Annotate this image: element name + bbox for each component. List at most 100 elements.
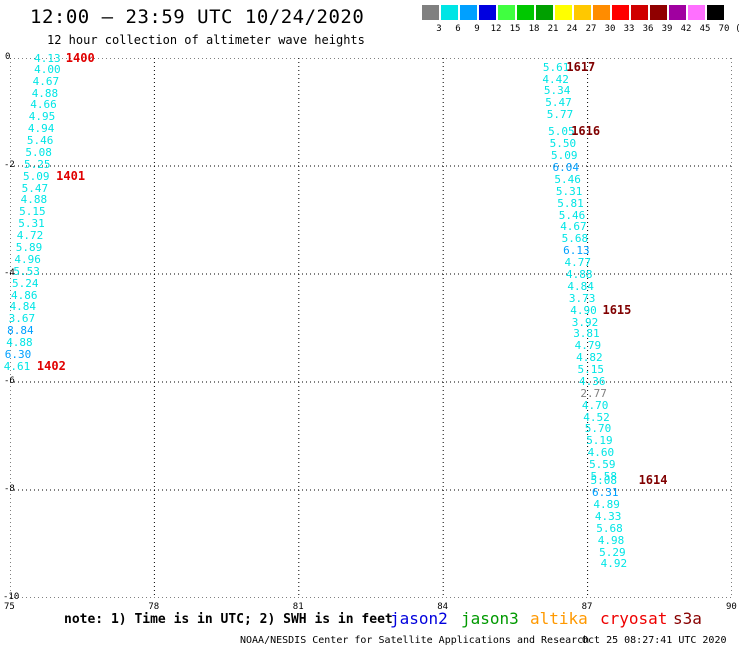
satellite-cryosat: cryosat — [600, 609, 668, 628]
wave-height-value: 3.67 — [8, 312, 36, 326]
legend-swatch — [574, 5, 591, 20]
map-title: 12:00 – 23:59 UTC 10/24/2020 — [30, 6, 365, 28]
legend-swatch — [536, 5, 553, 20]
wave-height-value: 4.95 — [28, 110, 56, 124]
wave-height-value: 5.68 — [561, 232, 589, 246]
wave-height-value: 8.84 — [7, 324, 34, 338]
wave-height-value: 4.88 — [20, 193, 48, 207]
wave-height-value: 4.89 — [593, 498, 620, 512]
pass-time-label: 1615 — [602, 302, 632, 317]
wave-height-value: 4.88 — [565, 268, 593, 281]
wave-height-value: 4.77 — [564, 256, 592, 270]
wave-height-value: 5.68 — [596, 521, 623, 535]
wave-height-value: 5.47 — [21, 181, 49, 195]
map-grid — [9, 57, 733, 599]
wave-height-value: 5.25 — [23, 157, 51, 171]
legend-bin-label: 30 — [604, 24, 616, 34]
legend-swatch — [688, 5, 705, 20]
wave-height-value: 6.13 — [563, 244, 590, 258]
wave-height-value: 5.46 — [26, 134, 54, 148]
map-subtitle: 12 hour collection of altimeter wave hei… — [47, 33, 365, 47]
wave-height-value: 4.92 — [600, 557, 628, 571]
wave-height-value: 4.72 — [16, 229, 44, 243]
legend-bin-label: 3 — [436, 24, 442, 34]
legend-swatch — [669, 5, 686, 20]
wave-height-value: 5.19 — [586, 434, 613, 448]
legend-swatch — [498, 5, 515, 20]
wave-height-value: 5.08 — [590, 474, 618, 488]
wave-height-value: 6.30 — [4, 347, 32, 361]
wave-height-value: 5.58 — [590, 469, 618, 483]
wave-height-value: 5.53 — [13, 264, 40, 278]
longitude-tick-label: 87 — [581, 602, 593, 612]
legend-bin-label: 42 — [680, 24, 692, 34]
wave-height-value: 4.84 — [9, 300, 37, 314]
wave-height-value: 4.88 — [6, 336, 33, 350]
wave-height-value: 5.08 — [25, 145, 52, 159]
legend-unit: (ft) — [734, 24, 740, 34]
pass-time-label: 1617 — [566, 59, 596, 74]
satellite-jason2: jason2 — [390, 609, 448, 628]
wave-height-value: 4.98 — [597, 533, 625, 547]
longitude-tick-label: 81 — [292, 602, 304, 612]
wave-height-value: 4.67 — [32, 74, 60, 88]
wave-height-value: 3.73 — [568, 291, 596, 305]
latitude-tick-label: -2 — [4, 160, 15, 170]
wave-height-value: 4.00 — [34, 62, 61, 76]
legend-bin-label: 21 — [547, 24, 559, 34]
longitude-tick-label: 78 — [148, 602, 160, 612]
legend-bin-label: 9 — [474, 24, 480, 34]
pass-time-label: 1614 — [638, 473, 668, 488]
wave-height-value: 5.46 — [558, 208, 586, 222]
wave-height-value: 5.77 — [546, 108, 574, 122]
wave-height-value: 5.15 — [577, 363, 605, 377]
wave-height-value: 5.29 — [599, 545, 626, 559]
wave-height-value: 4.13 — [34, 52, 61, 65]
legend-swatch — [593, 5, 610, 20]
legend-swatch — [460, 5, 477, 20]
legend-bin-label: 39 — [661, 24, 673, 34]
wave-height-value: 4.84 — [567, 279, 594, 293]
wave-height-value: 5.31 — [18, 217, 45, 231]
legend-bin-label: 36 — [642, 24, 654, 34]
legend-bin-label: 33 — [623, 24, 635, 34]
legend-bin-label: 27 — [585, 24, 597, 34]
satellite-s3a: s3a — [673, 609, 702, 628]
wave-height-value: 4.42 — [542, 72, 569, 86]
legend-swatch — [517, 5, 534, 20]
wave-height-value: 4.33 — [594, 509, 622, 523]
wave-height-value: 4.88 — [31, 86, 59, 100]
wave-height-value: 4.96 — [14, 252, 41, 266]
wave-height-value: 4.61 — [3, 359, 31, 373]
pass-time-label: 1400 — [65, 51, 95, 65]
legend-swatch — [422, 5, 439, 20]
wave-height-value: 5.09 — [23, 169, 50, 183]
legend-bin-label: 12 — [490, 24, 502, 34]
wave-height-value: 6.31 — [591, 486, 619, 500]
wave-height-value: 3.92 — [571, 315, 599, 329]
wave-height-value: 5.61 — [542, 60, 570, 74]
latitude-tick-label: 0 — [5, 52, 11, 62]
satellite-altika: altika — [530, 609, 588, 628]
pass-time-label: 1402 — [36, 358, 66, 373]
wave-height-value: 5.31 — [555, 184, 583, 198]
wave-height-value: 5.15 — [19, 205, 46, 219]
wave-height-value: 5.59 — [589, 458, 616, 472]
legend-swatch — [555, 5, 572, 20]
wave-height-value: 4.79 — [574, 339, 602, 353]
wave-height-value: 5.05 — [548, 125, 575, 139]
legend-swatch — [650, 5, 667, 20]
longitude-tick-label: 84 — [437, 602, 449, 612]
legend-swatch — [612, 5, 629, 20]
legend-swatch — [441, 5, 458, 20]
legend-bin-label: 45 — [699, 24, 711, 34]
map-plot-area: 75 78 81 84 87 90 0 -2 -4 -6 -8 -10 4.13 4.00 4.67 4.88… — [3, 52, 737, 612]
wave-height-value: 5.34 — [543, 84, 571, 98]
pass-time-label: 1401 — [56, 168, 86, 183]
wave-height-value: 4.86 — [10, 288, 38, 302]
latitude-tick-label: -10 — [3, 592, 20, 602]
wave-height-value: 4.67 — [560, 220, 587, 234]
wave-height-value: 4.52 — [583, 410, 610, 424]
wave-height-value: 5.47 — [545, 96, 572, 110]
legend-swatch — [631, 5, 648, 20]
